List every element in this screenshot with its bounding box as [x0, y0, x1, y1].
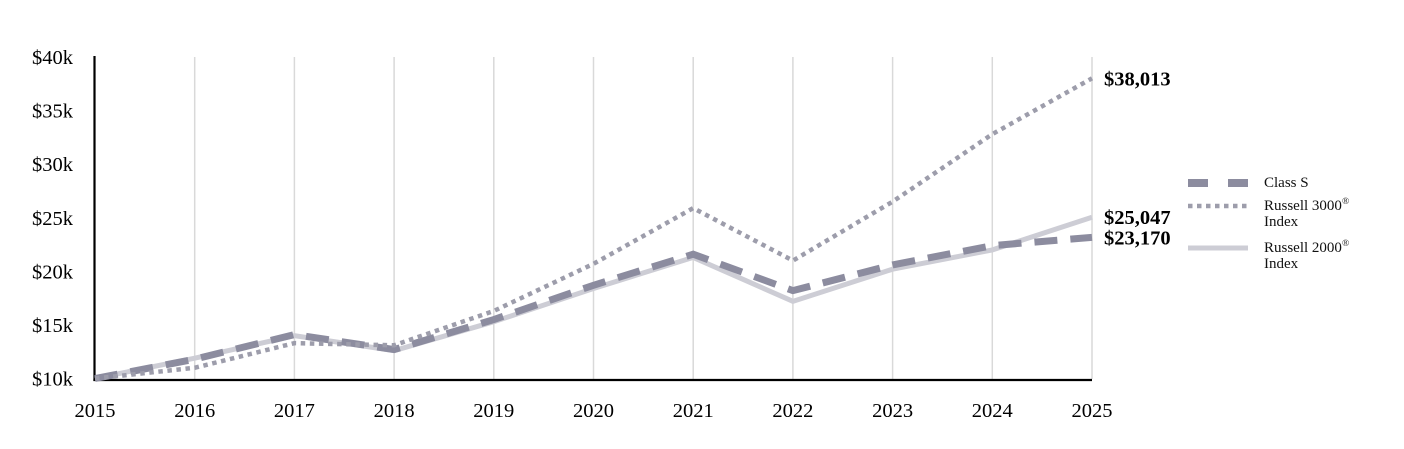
legend-item-label: Class S [1264, 175, 1309, 191]
legend-item-name: Russell 3000 [1264, 198, 1342, 214]
legend-item-russell-2000: Russell 2000® Index [1187, 239, 1362, 272]
legend-item-label: Russell 2000® Index [1264, 239, 1350, 272]
x-axis-tick-label: 2022 [772, 400, 813, 422]
y-axis-tick-label: $10k [32, 369, 74, 391]
russell-3000-dotted-line-swatch [1188, 203, 1248, 209]
legend-item-name: Russell 2000 [1264, 240, 1342, 256]
end-value-label: $25,047 [1104, 207, 1171, 229]
x-axis-tick-label: 2018 [374, 400, 415, 422]
x-axis-tick-label: 2024 [972, 400, 1013, 422]
registered-trademark-sup: ® [1341, 197, 1350, 207]
russell-2000-solid-line-swatch [1188, 245, 1248, 251]
x-axis-tick-label: 2025 [1072, 400, 1113, 422]
legend-item-line2: Index [1264, 214, 1299, 230]
end-value-label: $23,170 [1104, 227, 1171, 249]
series-line-russell-3000-index [94, 76, 1094, 381]
x-axis-tick-label: 2019 [473, 400, 514, 422]
legend-item-russell-3000: Russell 3000® Index [1187, 197, 1362, 230]
registered-trademark-sup: ® [1341, 239, 1350, 249]
y-axis-tick-label: $25k [32, 208, 74, 230]
legend-item-line2: Index [1264, 256, 1299, 272]
x-axis-tick-label: 2023 [872, 400, 913, 422]
y-axis-tick-label: $40k [32, 47, 74, 69]
series-line-class-s [94, 233, 1093, 382]
y-axis-tick-label: $20k [32, 261, 74, 283]
y-axis-tick-label: $15k [32, 315, 74, 337]
legend-item-class-s: Class S [1187, 175, 1362, 191]
y-axis-tick-label: $35k [32, 101, 74, 123]
class-s-dashed-line-swatch [1188, 179, 1248, 187]
chart-legend: Class S Russell 3000® Index Russell 2000… [1187, 175, 1362, 282]
y-axis-tick-label: $30k [32, 154, 74, 176]
end-value-label: $38,013 [1104, 68, 1171, 90]
legend-item-label: Russell 3000® Index [1264, 197, 1350, 230]
x-axis-tick-label: 2020 [573, 400, 614, 422]
legend-item-name: Class S [1264, 175, 1309, 191]
x-axis-tick-label: 2017 [274, 400, 315, 422]
x-axis-tick-label: 2021 [673, 400, 714, 422]
x-axis-tick-label: 2016 [174, 400, 215, 422]
x-axis-tick-label: 2015 [75, 400, 116, 422]
